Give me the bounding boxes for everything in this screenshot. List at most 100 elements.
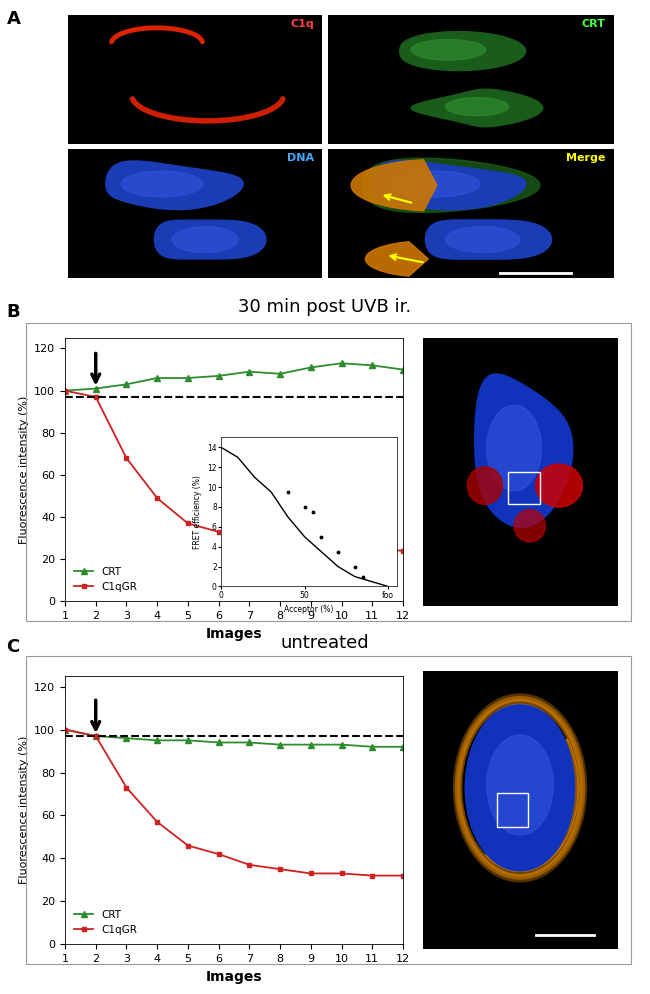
Polygon shape xyxy=(172,227,238,252)
C1qGR xyxy=(307,868,315,880)
Polygon shape xyxy=(388,171,480,197)
Text: C: C xyxy=(6,638,20,656)
Polygon shape xyxy=(474,374,573,528)
CRT xyxy=(92,383,99,395)
CRT xyxy=(61,385,69,397)
CRT xyxy=(61,724,69,736)
C1qGR xyxy=(184,518,192,530)
Polygon shape xyxy=(465,705,575,872)
CRT xyxy=(92,730,99,742)
Polygon shape xyxy=(411,40,486,60)
Line: CRT: CRT xyxy=(62,727,406,749)
Polygon shape xyxy=(411,89,543,126)
Y-axis label: FRET efficiency (%): FRET efficiency (%) xyxy=(192,475,202,549)
C1qGR xyxy=(337,543,345,555)
Line: CRT: CRT xyxy=(62,360,406,394)
CRT xyxy=(214,737,222,748)
CRT xyxy=(214,370,222,382)
Y-axis label: Fluorescence intensity (%): Fluorescence intensity (%) xyxy=(19,736,29,885)
CRT xyxy=(337,357,345,369)
CRT xyxy=(337,739,345,750)
CRT xyxy=(246,737,254,748)
Polygon shape xyxy=(400,32,526,71)
CRT xyxy=(399,741,407,752)
C1qGR xyxy=(337,868,345,880)
CRT xyxy=(153,735,161,746)
CRT xyxy=(307,362,315,374)
Polygon shape xyxy=(487,406,541,491)
C1qGR xyxy=(184,840,192,852)
Bar xyxy=(508,472,540,504)
C1qGR xyxy=(246,530,254,542)
C1qGR xyxy=(123,452,131,464)
C1qGR xyxy=(61,724,69,736)
CRT xyxy=(123,379,131,391)
C1qGR xyxy=(369,543,376,555)
Text: 30 min post UVB ir.: 30 min post UVB ir. xyxy=(239,298,411,316)
CRT xyxy=(246,366,254,378)
Polygon shape xyxy=(487,735,553,835)
C1qGR xyxy=(214,526,222,538)
Polygon shape xyxy=(122,171,203,197)
C1qGR xyxy=(276,863,284,875)
X-axis label: Images: Images xyxy=(205,969,263,984)
C1qGR xyxy=(92,730,99,742)
Text: A: A xyxy=(6,10,20,28)
C1qGR xyxy=(307,539,315,551)
CRT xyxy=(369,360,376,372)
Y-axis label: Fluorescence intensity (%): Fluorescence intensity (%) xyxy=(19,396,29,544)
CRT xyxy=(276,739,284,750)
C1qGR xyxy=(399,870,407,882)
Polygon shape xyxy=(426,220,551,259)
Text: untreated: untreated xyxy=(281,634,369,652)
Text: DNA: DNA xyxy=(287,153,314,163)
C1qGR xyxy=(153,816,161,828)
C1qGR xyxy=(214,848,222,860)
CRT xyxy=(153,372,161,384)
Polygon shape xyxy=(445,227,520,252)
CRT xyxy=(123,733,131,745)
C1qGR xyxy=(123,781,131,793)
Polygon shape xyxy=(445,97,508,115)
CRT xyxy=(399,364,407,376)
Polygon shape xyxy=(106,161,243,210)
Text: Merge: Merge xyxy=(566,153,606,163)
Line: C1qGR: C1qGR xyxy=(62,389,406,554)
Polygon shape xyxy=(370,161,526,210)
C1qGR xyxy=(246,859,254,871)
Line: C1qGR: C1qGR xyxy=(62,728,406,878)
C1qGR xyxy=(92,391,99,403)
Polygon shape xyxy=(467,467,502,504)
Legend: CRT, C1qGR: CRT, C1qGR xyxy=(70,906,142,939)
Polygon shape xyxy=(351,160,437,211)
Legend: CRT, C1qGR: CRT, C1qGR xyxy=(70,563,142,596)
CRT xyxy=(369,741,376,752)
X-axis label: Images: Images xyxy=(205,626,263,641)
Polygon shape xyxy=(365,242,428,276)
Polygon shape xyxy=(445,227,520,252)
CRT xyxy=(184,372,192,384)
Polygon shape xyxy=(370,161,526,210)
Polygon shape xyxy=(155,220,266,259)
C1qGR xyxy=(61,385,69,397)
C1qGR xyxy=(399,545,407,557)
CRT xyxy=(276,368,284,380)
Polygon shape xyxy=(514,510,545,542)
Polygon shape xyxy=(487,735,553,835)
Polygon shape xyxy=(388,171,480,197)
Polygon shape xyxy=(486,739,578,872)
C1qGR xyxy=(369,870,376,882)
CRT xyxy=(184,735,192,746)
Bar xyxy=(497,793,528,827)
Text: CRT: CRT xyxy=(582,19,606,29)
Polygon shape xyxy=(426,220,551,259)
Text: C1q: C1q xyxy=(291,19,314,29)
C1qGR xyxy=(153,492,161,504)
C1qGR xyxy=(276,537,284,549)
Polygon shape xyxy=(536,464,582,507)
CRT xyxy=(307,739,315,750)
Polygon shape xyxy=(465,705,575,872)
X-axis label: Acceptor (%): Acceptor (%) xyxy=(284,605,333,614)
Text: B: B xyxy=(6,303,20,321)
Polygon shape xyxy=(363,158,540,213)
